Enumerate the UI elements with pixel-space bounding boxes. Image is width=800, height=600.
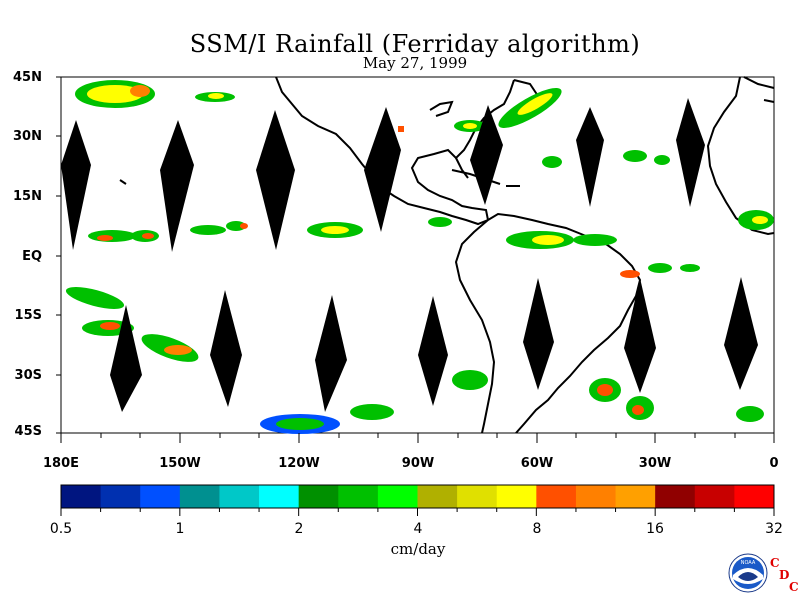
colorbar-swatch (338, 485, 379, 508)
colorbar-label-32: 32 (765, 521, 783, 537)
lon-label-0: 0 (769, 456, 779, 471)
colorbar-swatch (575, 485, 617, 508)
lon-label-30w: 30W (638, 456, 672, 471)
colorbar-swatch (259, 485, 300, 508)
colorbar-label-1: 1 (175, 521, 185, 537)
colorbar-swatch (496, 485, 537, 508)
noaa-logo: NOAA (728, 553, 768, 593)
colorbar-swatch (61, 485, 102, 508)
lat-label-30s: 30S (14, 368, 42, 383)
colorbar-swatch (298, 485, 339, 508)
colorbar-label-4: 4 (413, 521, 423, 537)
lon-label-150w: 150W (159, 456, 201, 471)
colorbar-label-16: 16 (646, 521, 664, 537)
colorbar-swatch (655, 485, 696, 508)
lon-label-90w: 90W (401, 456, 435, 471)
colorbar-swatch (417, 485, 458, 508)
colorbar-swatch (100, 485, 141, 508)
map-title: SSM/I Rainfall (Ferriday algorithm) (189, 30, 641, 58)
colorbar-swatch (734, 485, 775, 508)
colorbar-label-8: 8 (532, 521, 542, 537)
lat-label-30n: 30N (13, 129, 42, 144)
data-gaps (61, 98, 758, 412)
colorbar-swatch (536, 485, 577, 508)
rainfall-patches (65, 80, 774, 434)
colorbar-swatch (615, 485, 656, 508)
cdc-letter-3: C (789, 580, 799, 594)
colorbar-label-0.5: 0.5 (49, 521, 73, 537)
colorbar-units: cm/day (390, 540, 446, 558)
lat-label-15s: 15S (14, 308, 42, 323)
colorbar-swatch (140, 485, 181, 508)
cdc-letter-1: C (770, 556, 780, 570)
lon-label-180e: 180E (42, 456, 80, 471)
lat-label-45n: 45N (13, 70, 42, 85)
noaa-logo-text: NOAA (741, 560, 756, 566)
cdc-letter-2: D (779, 568, 790, 582)
colorbar-swatch (457, 485, 498, 508)
colorbar-swatch (694, 485, 735, 508)
map-date: May 27, 1999 (362, 54, 468, 72)
colorbar-swatch (219, 485, 260, 508)
lon-label-60w: 60W (520, 456, 554, 471)
axis-ticks (56, 76, 775, 443)
lat-label-15n: 15N (13, 189, 42, 204)
lon-label-120w: 120W (278, 456, 320, 471)
lat-label-45s: 45S (14, 424, 42, 439)
colorbar-swatch (377, 485, 418, 508)
colorbar-swatch (179, 485, 220, 508)
colorbar-label-2: 2 (294, 521, 304, 537)
lat-label-eq: EQ (22, 249, 42, 264)
